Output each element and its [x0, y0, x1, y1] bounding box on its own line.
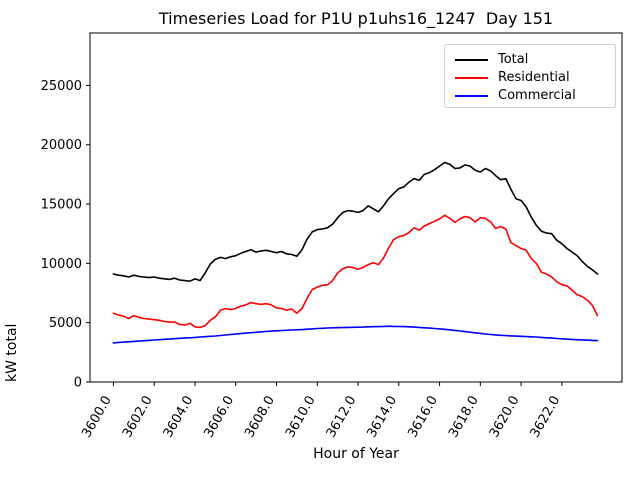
- legend-item-residential: Residential: [455, 69, 605, 87]
- legend-line-sample-commercial: [455, 95, 488, 97]
- x-tick-label: 3618.0: [446, 394, 482, 441]
- line-residential: [112, 214, 599, 329]
- legend-label: Total: [498, 52, 529, 67]
- y-axis-label: kW total: [4, 323, 20, 382]
- x-tick-label: 3600.0: [79, 394, 115, 441]
- y-tick-label: 10000: [41, 257, 82, 272]
- x-tick-label: 3602.0: [120, 394, 156, 441]
- y-tick-label: 0: [74, 376, 82, 391]
- legend-line-sample-total: [455, 59, 488, 61]
- line-commercial: [112, 325, 599, 344]
- legend-label: Residential: [498, 70, 570, 85]
- plot-frame: [89, 32, 623, 383]
- legend-item-commercial: Commercial: [455, 87, 605, 105]
- line-total: [112, 161, 599, 283]
- x-tick-label: 3608.0: [242, 394, 278, 441]
- legend: Total Residential Commercial: [444, 44, 616, 108]
- x-tick-label: 3622.0: [528, 394, 564, 441]
- chart-title: Timeseries Load for P1U p1uhs16_1247 Day…: [158, 9, 554, 28]
- y-tick-label: 25000: [41, 79, 82, 94]
- x-tick-label: 3616.0: [405, 394, 441, 441]
- x-tick-label: 3610.0: [283, 394, 319, 441]
- x-tick-label: 3604.0: [161, 394, 197, 441]
- x-tick-label: 3620.0: [487, 394, 523, 441]
- legend-line-sample-residential: [455, 77, 488, 79]
- legend-label: Commercial: [498, 88, 576, 103]
- y-tick-label: 5000: [49, 316, 82, 331]
- legend-item-total: Total: [455, 51, 605, 69]
- x-tick-label: 3612.0: [324, 394, 360, 441]
- x-axis-label: Hour of Year: [313, 446, 399, 462]
- x-tick-label: 3614.0: [365, 394, 401, 441]
- y-tick-label: 15000: [41, 198, 82, 213]
- y-tick-label: 20000: [41, 138, 82, 153]
- x-tick-label: 3606.0: [201, 394, 237, 441]
